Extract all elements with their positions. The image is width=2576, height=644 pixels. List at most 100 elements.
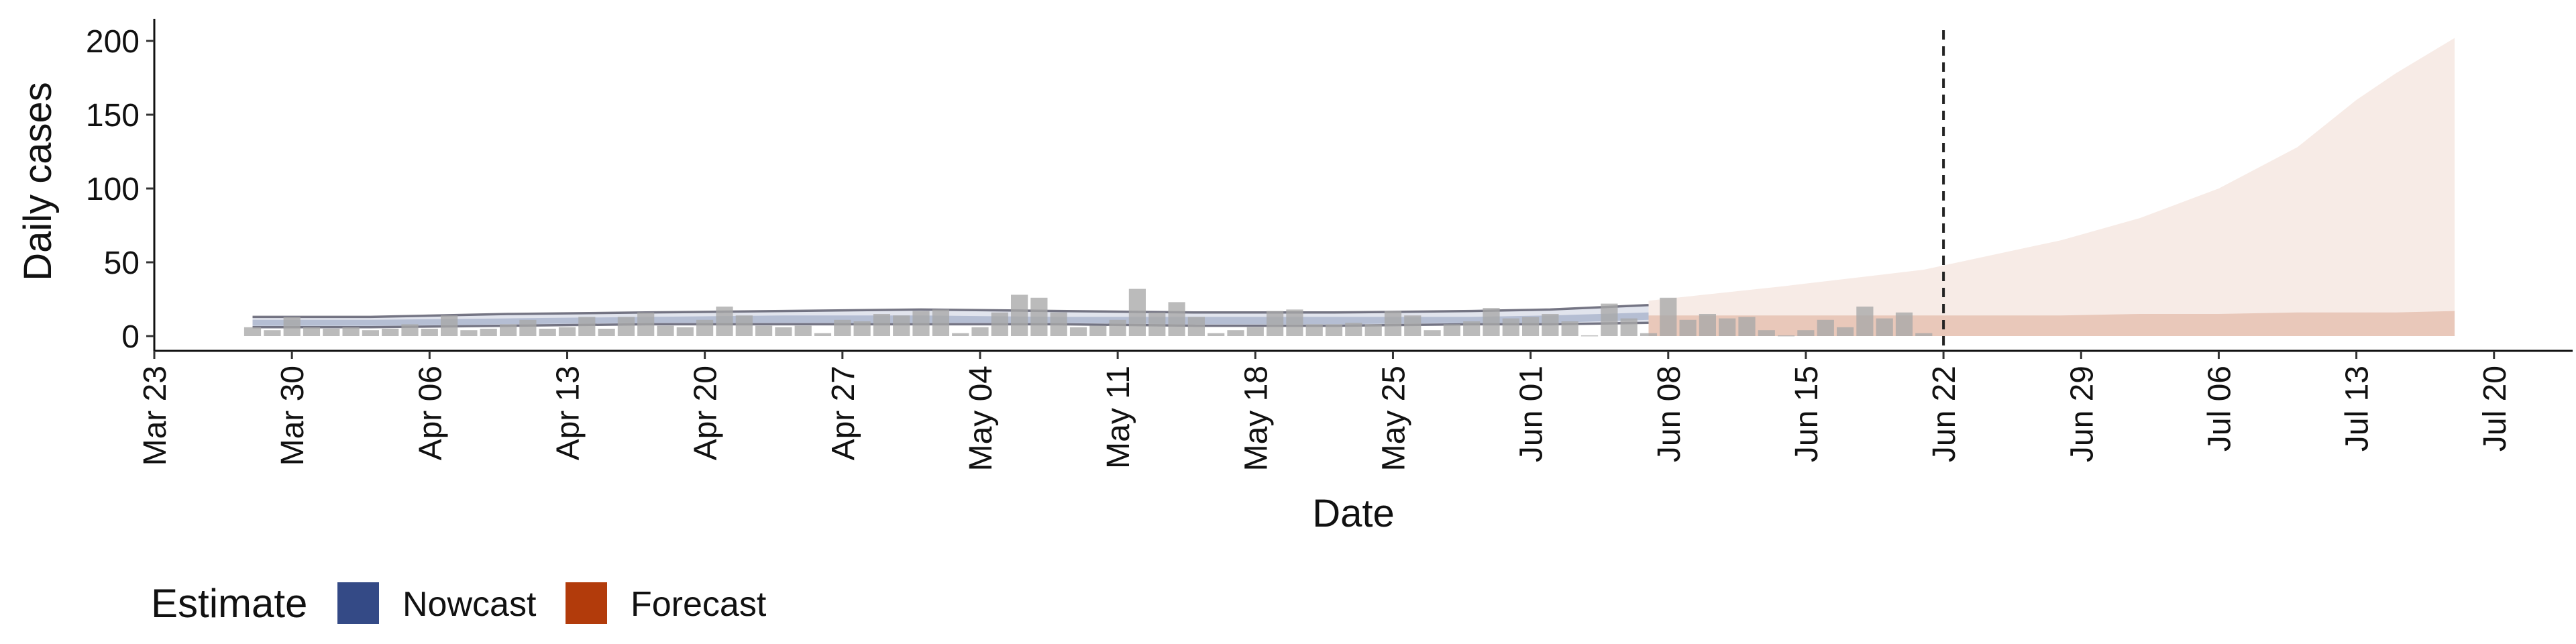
observed-bar <box>1561 321 1578 336</box>
observed-bar <box>1660 297 1677 336</box>
observed-bar <box>1384 311 1402 336</box>
observed-bar <box>716 307 733 336</box>
observed-bar <box>1542 314 1559 336</box>
observed-bar <box>794 325 812 336</box>
observed-bar <box>1817 319 1834 336</box>
observed-bar <box>303 327 321 336</box>
legend-key-nowcast <box>337 582 379 624</box>
observed-bar <box>578 317 596 336</box>
observed-bar <box>1168 302 1185 336</box>
observed-bar <box>1128 288 1146 336</box>
observed-bar <box>1522 317 1540 336</box>
observed-bar <box>264 330 281 336</box>
observed-bar <box>1404 315 1421 336</box>
observed-bar <box>1148 312 1166 336</box>
observed-bar <box>893 315 910 336</box>
observed-bar <box>441 315 458 336</box>
observed-bar <box>1050 312 1067 336</box>
x-axis-title: Date <box>1312 492 1395 535</box>
x-tick-label: Jul 13 <box>2340 366 2375 451</box>
x-tick-label: Mar 30 <box>275 366 311 466</box>
observed-bar <box>932 309 949 336</box>
observed-bar <box>991 312 1008 336</box>
observed-bar <box>637 312 655 336</box>
y-tick-label: 150 <box>86 98 140 133</box>
x-tick-label: Apr 20 <box>688 366 724 460</box>
observed-bar <box>500 324 517 336</box>
x-tick-label: Apr 06 <box>413 366 448 460</box>
observed-bar <box>755 325 773 336</box>
x-tick-label: Jul 06 <box>2202 366 2237 451</box>
chart-legend: Estimate Nowcast Forecast <box>151 581 767 626</box>
observed-bar <box>1679 319 1697 336</box>
observed-bar <box>1364 324 1382 336</box>
y-tick-label: 200 <box>86 24 140 60</box>
observed-bar <box>421 329 438 336</box>
observed-bar <box>1325 324 1343 336</box>
observed-bar <box>834 319 851 336</box>
observed-bar <box>1109 319 1126 336</box>
legend-title: Estimate <box>151 581 307 626</box>
x-tick-label: Jun 01 <box>1514 366 1550 462</box>
observed-bar <box>1011 294 1028 336</box>
observed-bar <box>1797 330 1815 336</box>
x-tick-label: Apr 13 <box>551 366 586 460</box>
observed-bar <box>1856 307 1874 336</box>
y-tick-label: 50 <box>104 246 140 281</box>
forecast-outer-band <box>1648 38 2455 336</box>
observed-bar <box>1305 324 1323 336</box>
observed-bar <box>814 333 832 336</box>
observed-bar <box>1620 318 1638 336</box>
observed-bar <box>1069 327 1087 336</box>
observed-bar <box>382 329 399 336</box>
observed-bar <box>676 327 694 336</box>
observed-bar <box>460 330 478 336</box>
observed-bar <box>1719 318 1736 336</box>
observed-bar <box>1208 333 1225 336</box>
observed-bar <box>244 327 262 336</box>
observed-bar <box>657 325 674 336</box>
y-axis-title: Daily cases <box>16 82 60 281</box>
observed-bar <box>873 314 890 336</box>
observed-bar <box>696 319 714 336</box>
observed-bar <box>539 329 556 336</box>
x-tick-label: Mar 23 <box>138 366 173 466</box>
x-tick-label: May 25 <box>1377 366 1412 471</box>
chart-axes: 0 50 100 150 200 Mar 23 Mar 30 Apr 06 Apr 13 Apr … <box>16 19 2573 535</box>
legend-key-forecast <box>566 582 607 624</box>
legend-label-nowcast: Nowcast <box>402 585 537 624</box>
observed-bar <box>1640 333 1658 336</box>
observed-bar <box>775 327 792 336</box>
observed-bar <box>1502 318 1519 336</box>
x-tick-label: Jun 15 <box>1789 366 1825 462</box>
plot-area <box>244 30 2455 351</box>
observed-bar <box>952 333 969 336</box>
x-tick-label: May 18 <box>1238 366 1274 471</box>
observed-bar <box>401 324 419 336</box>
observed-bar <box>1699 314 1716 336</box>
x-tick-label: Jun 22 <box>1927 366 1962 462</box>
observed-bar <box>1443 324 1460 336</box>
observed-bar <box>558 327 576 336</box>
observed-bar <box>1483 308 1500 336</box>
observed-bar <box>1345 323 1362 336</box>
observed-bar <box>735 315 753 336</box>
observed-bar <box>1758 330 1775 336</box>
observed-bar <box>342 327 360 336</box>
observed-bar <box>1915 333 1933 336</box>
x-tick-label: Apr 27 <box>826 366 861 460</box>
observed-bar <box>1738 317 1756 336</box>
observed-bar <box>1227 330 1244 336</box>
x-tick-label: Jul 20 <box>2477 366 2513 451</box>
x-tick-label: May 04 <box>963 366 999 471</box>
x-tick-label: May 11 <box>1101 366 1136 469</box>
observed-bar <box>1463 321 1481 336</box>
y-tick-label: 100 <box>86 172 140 207</box>
y-tick-label: 0 <box>121 319 140 355</box>
observed-bar <box>1267 311 1284 336</box>
observed-bar <box>971 327 989 336</box>
observed-bar <box>1187 317 1205 336</box>
observed-bar <box>1030 297 1048 336</box>
observed-bar <box>1837 327 1854 336</box>
observed-bar <box>1895 312 1913 336</box>
